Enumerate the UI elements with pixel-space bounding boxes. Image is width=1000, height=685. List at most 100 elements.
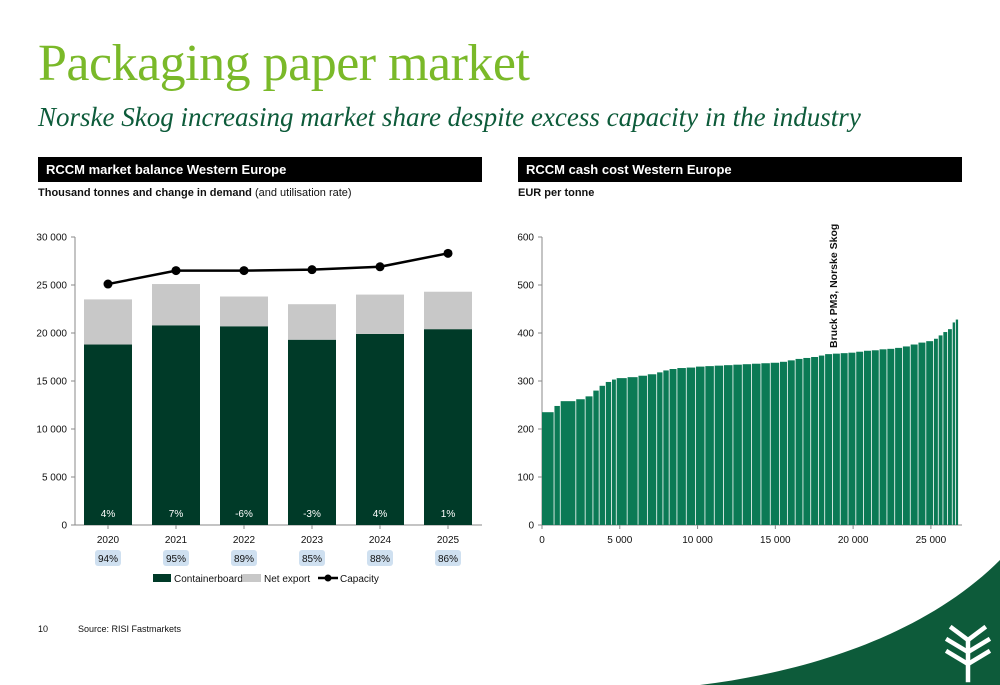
cost-bar [669,369,677,525]
cost-x-tick-label: 15 000 [760,535,791,546]
cost-x-tick-label: 20 000 [838,535,869,546]
capacity-line [107,252,449,286]
cost-y-tick-label: 100 [517,473,534,484]
cost-bar [879,349,887,525]
cost-bar [612,379,616,525]
y-tick-label: 0 [61,521,67,532]
left-panel-subheader-bold: Thousand tonnes and change in demand [38,187,252,199]
right-panel-header: RCCM cash cost Western Europe [518,157,962,182]
x-tick-label: 2021 [165,535,188,546]
bar-demand-change-label: -6% [235,509,253,520]
cost-bar [599,385,605,525]
cost-bar [724,365,733,525]
left-panel-subheader-normal: (and utilisation rate) [251,187,352,199]
cost-bar [818,355,825,525]
cost-bar [627,377,638,525]
utilisation-badge [435,550,461,566]
right-panel-subheader: EUR per tonne [518,186,594,200]
y-tick-label: 20 000 [36,329,67,340]
cost-bar [560,401,576,525]
x-tick-label: 2020 [97,535,120,546]
cost-bar [840,353,848,525]
cost-annotation-label: Bruck PM3, Norske Skog [828,224,840,348]
utilisation-badge [231,550,257,566]
utilisation-badge [163,550,189,566]
utilisation-badge [299,550,325,566]
bar-demand-change-label: 7% [169,509,184,520]
cost-bar [856,351,864,525]
capacity-point [171,266,181,276]
cost-bar [733,364,742,525]
cost-bar [825,354,833,525]
cost-bar [895,347,903,525]
cost-bar [948,329,952,525]
utilisation-label: 95% [166,554,186,565]
brand-logo-icon [944,624,992,683]
cost-bar [938,335,943,525]
utilisation-label: 86% [438,554,458,565]
cost-x-tick-label: 25 000 [916,535,947,546]
cost-bar [780,361,787,525]
bar-containerboard [288,339,336,525]
capacity-point [375,262,385,272]
utilisation-label: 89% [234,554,254,565]
cost-bar [705,366,714,525]
page-subtitle: Norske Skog increasing market share desp… [38,102,861,132]
cost-bar [657,372,663,525]
legend-label-containerboard: Containerboard [174,574,243,585]
bar-net-export [424,291,472,330]
cost-bar [864,350,871,525]
cost-y-tick-label: 200 [517,425,534,436]
bar-containerboard [424,329,472,525]
bar-containerboard [356,333,404,525]
legend-swatch-capacity-point [324,574,332,582]
cost-bar [955,319,959,525]
y-tick-label: 30 000 [36,233,67,244]
cost-bar [742,364,752,525]
y-tick-label: 15 000 [36,377,67,388]
utilisation-badge [95,550,121,566]
cost-bar [752,363,761,525]
left-panel-subheader: Thousand tonnes and change in demand (an… [38,186,352,200]
cost-bar [542,412,554,525]
cost-y-tick-label: 600 [517,233,534,244]
cost-bar [910,344,918,525]
bar-net-export [288,304,336,340]
cost-bar [714,365,724,525]
cost-bar [848,352,856,525]
x-tick-label: 2023 [301,535,324,546]
capacity-point [307,265,317,275]
left-panel-header: RCCM market balance Western Europe [38,157,482,182]
y-tick-label: 25 000 [36,281,67,292]
cost-bar [832,353,840,525]
cost-bar [576,399,585,525]
cost-bar [585,396,593,525]
right-panel-subheader-bold: EUR per tonne [518,187,595,199]
capacity-point [443,248,453,258]
cost-bar [811,357,819,525]
cost-bar [787,360,795,525]
cost-bar [677,368,686,525]
y-tick-label: 5 000 [42,473,67,484]
cost-bar [605,381,612,525]
cost-bar [647,374,657,525]
cost-bar [638,375,647,525]
cost-bar [871,350,879,525]
bar-demand-change-label: -3% [303,509,321,520]
cost-bar [902,346,910,525]
x-tick-label: 2022 [233,535,256,546]
cost-bar [761,363,770,525]
utilisation-badge [367,550,393,566]
cost-bar [887,348,895,525]
bar-net-export [220,296,268,327]
cost-bar [770,362,780,525]
page-number: 10 [38,624,49,634]
x-tick-label: 2025 [437,535,460,546]
bar-containerboard [152,325,200,525]
cost-bar [803,357,811,525]
source-note: Source: RISI Fastmarkets [78,624,182,634]
legend-swatch-containerboard [153,574,171,582]
capacity-point [103,279,113,289]
